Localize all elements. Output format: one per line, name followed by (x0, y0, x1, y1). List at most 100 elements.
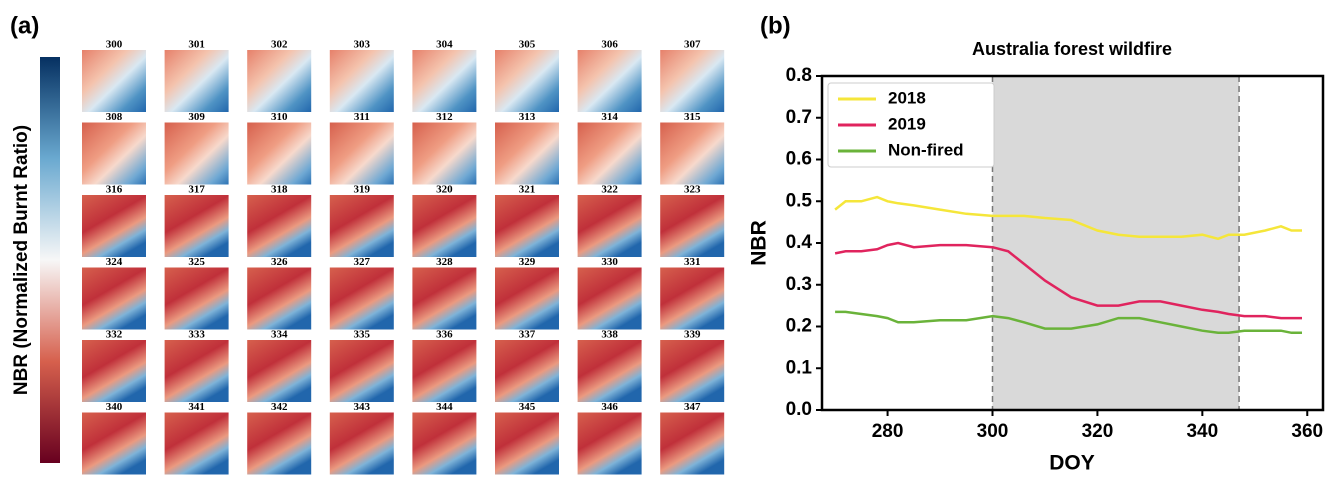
thumbnail (329, 412, 394, 475)
thumbnail (247, 122, 312, 185)
thumbnail-label: 331 (684, 256, 701, 268)
x-tick-label: 300 (977, 421, 1009, 442)
thumbnail-label: 337 (519, 329, 536, 341)
thumbnail (329, 340, 394, 402)
thumbnail-label: 305 (519, 39, 536, 51)
thumbnail (247, 50, 312, 112)
thumbnail-label: 330 (601, 256, 618, 268)
thumbnail (660, 50, 725, 112)
thumbnail-label: 341 (188, 401, 205, 413)
thumbnail (412, 50, 477, 112)
y-tick-label: 0.3 (786, 274, 812, 295)
x-tick-label: 360 (1291, 421, 1323, 442)
thumbnail-label: 304 (436, 39, 453, 51)
panel-b: (b) Australia forest wildfire DOY NBR 28… (748, 12, 1325, 475)
thumbnail (577, 340, 642, 402)
thumbnail (660, 267, 725, 330)
legend-label: 2019 (888, 114, 926, 133)
thumbnail-label: 320 (436, 184, 453, 196)
thumbnail (412, 340, 477, 402)
thumbnail (164, 412, 229, 475)
panel-a: (a) NBR (Normalized Burnt Ratio) 300 301 3… (10, 12, 725, 475)
thumbnail (329, 50, 394, 112)
thumbnail (164, 195, 229, 257)
thumbnail (164, 267, 229, 330)
x-tick-label: 320 (1082, 421, 1114, 442)
thumbnail (164, 340, 229, 402)
panel-label: (b) (760, 12, 791, 39)
thumbnail (82, 412, 146, 475)
thumbnail-label: 302 (271, 39, 288, 51)
thumbnail (247, 267, 312, 330)
thumbnail-label: 344 (436, 401, 453, 413)
thumbnail (577, 267, 642, 330)
thumbnail-label: 318 (271, 184, 288, 196)
thumbnail (82, 340, 146, 402)
x-axis-label: DOY (1049, 452, 1095, 475)
y-tick-label: 0.6 (786, 149, 812, 170)
thumbnail-label: 324 (106, 256, 123, 268)
thumbnail (329, 195, 394, 257)
thumbnail-label: 303 (354, 39, 371, 51)
series-line (834, 195, 1302, 241)
thumbnail-label: 319 (354, 184, 371, 196)
thumbnail (164, 122, 229, 185)
y-tick-label: 0.2 (786, 316, 812, 337)
thumbnail (660, 412, 725, 475)
thumbnail-label: 327 (354, 256, 371, 268)
thumbnail (495, 122, 559, 185)
thumbnail-label: 310 (271, 111, 288, 123)
thumbnail (495, 195, 559, 257)
thumbnail-label: 312 (436, 111, 453, 123)
thumbnail (82, 122, 146, 185)
thumbnail-label: 335 (354, 329, 371, 341)
shaded-span (992, 76, 1240, 410)
thumbnail (412, 195, 477, 257)
thumbnail (495, 412, 559, 475)
thumbnail (577, 412, 642, 475)
thumbnail-label: 309 (188, 111, 205, 123)
y-tick-label: 0.8 (786, 65, 812, 86)
y-tick-label: 0.1 (786, 357, 813, 378)
y-axis-label: NBR (748, 220, 771, 266)
thumbnail-label: 313 (519, 111, 536, 123)
thumbnail (660, 122, 725, 185)
y-tick-label: 0.5 (786, 190, 813, 211)
thumbnail (495, 340, 559, 402)
legend-label: Non-fired (888, 140, 964, 159)
thumbnail (247, 412, 312, 475)
x-tick-label: 340 (1186, 421, 1218, 442)
series-line (834, 241, 1302, 320)
thumbnail (660, 195, 725, 257)
thumbnail-label: 325 (188, 256, 205, 268)
y-tick-label: 0.0 (786, 399, 812, 420)
x-tick-label: 280 (872, 421, 904, 442)
thumbnail-label: 328 (436, 256, 453, 268)
thumbnail (577, 122, 642, 185)
thumbnail-label: 338 (601, 329, 618, 341)
thumbnail-label: 321 (519, 184, 536, 196)
thumbnail-label: 340 (106, 401, 123, 413)
thumbnail-label: 300 (106, 39, 123, 51)
thumbnail-label: 307 (684, 39, 701, 51)
series-line (835, 310, 1302, 335)
thumbnail-label: 317 (188, 184, 205, 196)
thumbnail-label: 347 (684, 401, 701, 413)
thumbnail-label: 342 (271, 401, 288, 413)
thumbnail (329, 122, 394, 185)
thumbnail (577, 195, 642, 257)
thumbnail-label: 323 (684, 184, 701, 196)
thumbnail (329, 267, 394, 330)
thumbnail (495, 50, 559, 112)
thumbnail-label: 308 (106, 111, 123, 123)
thumbnail-label: 306 (601, 39, 618, 51)
panel-label: (a) (10, 12, 39, 39)
thumbnail (82, 267, 146, 330)
thumbnail-label: 345 (519, 401, 536, 413)
thumbnail (247, 195, 312, 257)
thumbnail-label: 316 (106, 184, 123, 196)
thumbnail (412, 267, 477, 330)
colorbar-label: NBR (Normalized Burnt Ratio) (11, 125, 32, 395)
thumbnail (412, 412, 477, 475)
